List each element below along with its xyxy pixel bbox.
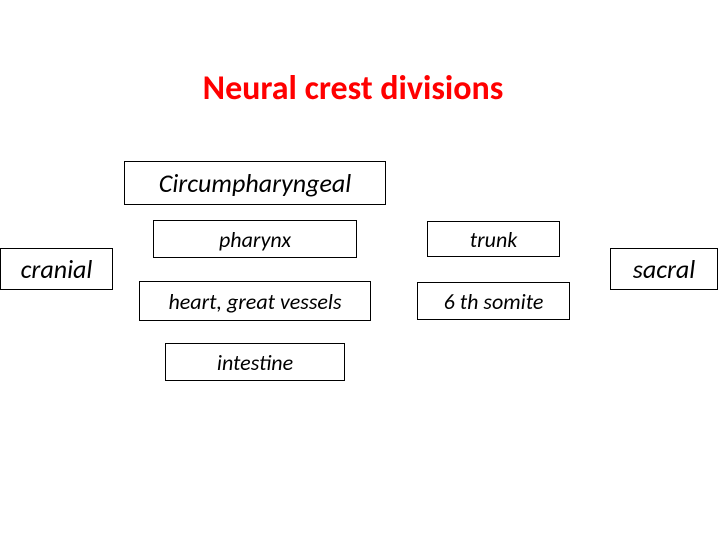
box-intestine: intestine <box>165 343 345 381</box>
box-pharynx: pharynx <box>153 220 357 258</box>
box-heart-great-vessels: heart, great vessels <box>139 281 371 321</box>
box-trunk: trunk <box>427 221 560 257</box>
box-cranial: cranial <box>0 248 113 290</box>
box-sacral: sacral <box>610 248 718 290</box>
box-sixth-somite: 6 th somite <box>417 282 570 320</box>
diagram-canvas: Neural crest divisions Circumpharyngeal … <box>0 0 720 540</box>
box-circumpharyngeal: Circumpharyngeal <box>124 161 386 205</box>
diagram-title: Neural crest divisions <box>173 68 533 110</box>
